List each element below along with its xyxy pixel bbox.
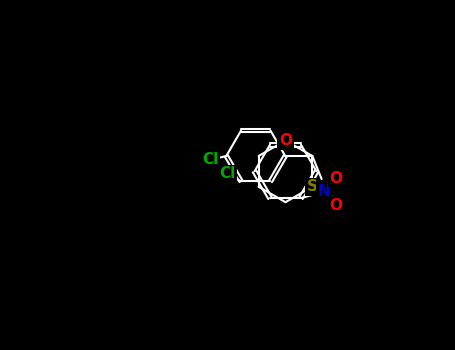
- Text: N: N: [318, 184, 331, 200]
- Text: S: S: [307, 179, 318, 194]
- Text: Cl: Cl: [202, 152, 219, 167]
- Text: O: O: [329, 170, 342, 186]
- Text: Cl: Cl: [219, 166, 235, 181]
- Text: O: O: [279, 133, 292, 148]
- Text: O: O: [329, 198, 342, 213]
